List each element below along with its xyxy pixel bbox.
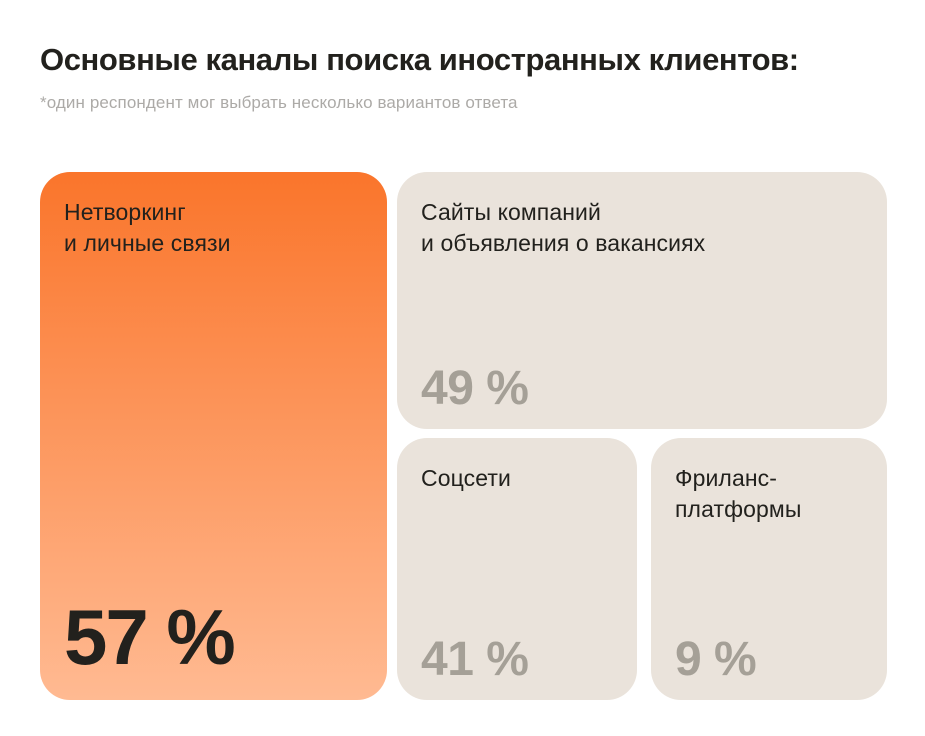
chart-subtitle: *один респондент мог выбрать несколько в… — [40, 92, 518, 112]
card-freelance-platforms-label: Фриланс- платформы — [675, 465, 802, 522]
chart-title: Основные каналы поиска иностранных клиен… — [40, 42, 799, 77]
card-social-networks-value: 41 % — [421, 633, 529, 686]
card-company-websites-value: 49 % — [421, 362, 529, 415]
card-freelance-platforms-value: 9 % — [675, 633, 757, 686]
card-networking-label: Нетворкинг и личные связи — [64, 199, 231, 256]
cards-grid: Нетворкинг и личные связи 57 % Сайты ком… — [40, 172, 887, 700]
card-social-networks-label: Соцсети — [421, 465, 511, 491]
card-social-networks: Соцсети 41 % — [397, 438, 637, 700]
chart-header: Основные каналы поиска иностранных клиен… — [40, 42, 885, 113]
card-networking: Нетворкинг и личные связи 57 % — [40, 172, 387, 700]
card-company-websites: Сайты компаний и объявления о вакансиях … — [397, 172, 887, 429]
card-company-websites-label: Сайты компаний и объявления о вакансиях — [421, 199, 706, 256]
card-networking-value: 57 % — [64, 593, 236, 681]
card-freelance-platforms: Фриланс- платформы 9 % — [651, 438, 887, 700]
